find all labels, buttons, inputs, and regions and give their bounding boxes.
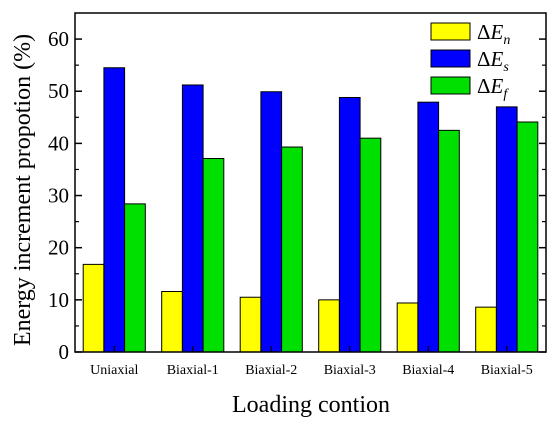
- bar-f-biaxial-3: [359, 137, 382, 353]
- bar-n-uniaxial: [82, 263, 105, 353]
- x-axis-title: Loading contion: [232, 392, 390, 418]
- plot-frame: [74, 12, 547, 353]
- y-tick-label: 30: [48, 184, 69, 208]
- bar-n-biaxial-5: [475, 306, 497, 353]
- bar-f-biaxial-5: [516, 121, 539, 353]
- legend-swatch-n: [430, 22, 471, 41]
- x-tick-label: Biaxial-4: [402, 363, 454, 378]
- y-tick-label: 50: [48, 79, 69, 103]
- x-tick-label: Biaxial-3: [324, 363, 376, 378]
- bar-f-biaxial-2: [281, 146, 303, 353]
- y-tick-label: 40: [48, 131, 69, 155]
- bar-f-biaxial-4: [438, 129, 460, 353]
- bars-layer: [82, 67, 539, 353]
- bar-s-biaxial-1: [181, 84, 204, 353]
- x-tick-label: Biaxial-2: [245, 363, 297, 378]
- bar-n-biaxial-3: [318, 299, 340, 353]
- bar-s-biaxial-2: [260, 91, 283, 353]
- bar-f-uniaxial: [124, 203, 146, 353]
- legend-swatch-s: [430, 49, 471, 68]
- bar-n-biaxial-1: [161, 291, 183, 353]
- y-tick-label: 10: [48, 288, 69, 312]
- y-tick-label: 0: [59, 340, 70, 364]
- bar-s-uniaxial: [103, 67, 126, 353]
- legend-label-s: ΔEs: [477, 47, 509, 75]
- bar-n-biaxial-4: [396, 302, 419, 353]
- y-tick-label: 60: [48, 27, 69, 51]
- x-tick-label: Biaxial-5: [481, 363, 533, 378]
- legend-label-f: ΔEf: [477, 74, 509, 102]
- x-tick-label: Uniaxial: [90, 363, 138, 378]
- legend-swatch-f: [430, 76, 471, 95]
- bar-n-biaxial-2: [239, 296, 262, 353]
- bar-f-biaxial-1: [202, 158, 225, 353]
- axes-layer: 0 10 20 30 40 50 60 Uniaxial Biaxial-1 Biaxial-2 B…: [48, 12, 547, 378]
- bar-s-biaxial-5: [495, 106, 518, 353]
- bar-s-biaxial-3: [338, 96, 361, 353]
- y-axis-title: Energy increment propotion (%): [10, 34, 36, 346]
- legend-label-n: ΔEn: [477, 20, 510, 48]
- bar-s-biaxial-4: [417, 101, 440, 353]
- y-tick-label: 20: [48, 236, 69, 260]
- x-tick-label: Biaxial-1: [167, 363, 219, 378]
